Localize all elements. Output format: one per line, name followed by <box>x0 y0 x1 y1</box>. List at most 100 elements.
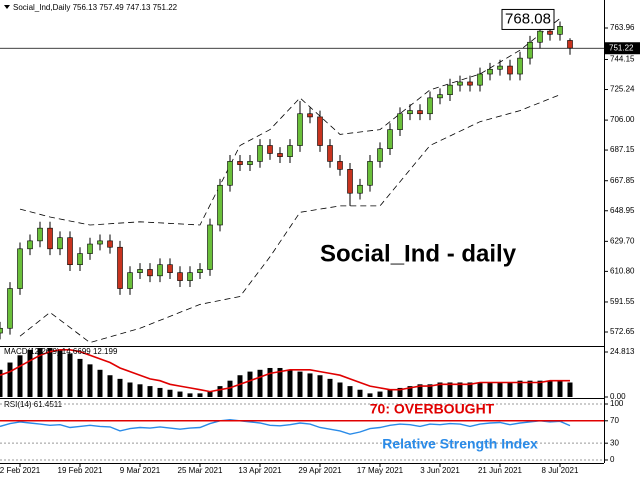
macd-bar <box>287 369 293 398</box>
candle-body <box>77 253 83 266</box>
macd-bar <box>397 387 403 398</box>
candle-body <box>327 145 333 162</box>
macd-bar <box>137 384 143 398</box>
candle-body <box>17 248 23 289</box>
y-tick-label: 30 <box>610 438 619 447</box>
candle-body <box>0 327 3 334</box>
macd-bar <box>367 393 373 398</box>
candle-body <box>197 269 203 273</box>
macd-bar <box>487 382 493 398</box>
y-tick-label: 70 <box>610 416 619 425</box>
y-tick-label: 706.00 <box>610 115 635 124</box>
macd-bar <box>87 364 93 398</box>
candle-body <box>47 227 53 250</box>
x-tick-label: 25 Mar 2021 <box>178 466 223 475</box>
macd-bar <box>317 375 323 398</box>
candle-body <box>527 41 533 59</box>
rsi-annotation: Relative Strength Index <box>382 436 538 452</box>
price-panel <box>0 18 573 344</box>
candle-body <box>307 113 313 118</box>
y-tick-label: 687.15 <box>610 145 635 154</box>
macd-bar <box>147 386 153 398</box>
candle-body <box>27 240 33 250</box>
macd-bar <box>177 391 183 398</box>
y-tick-label: 629.70 <box>610 236 635 245</box>
x-tick-label: 2 Feb 2021 <box>0 466 41 475</box>
candle-body <box>107 240 113 248</box>
candle-body <box>267 145 273 154</box>
macd-bar <box>17 355 23 398</box>
candle-body <box>367 161 373 186</box>
macd-bar <box>277 367 283 398</box>
macd-bar <box>547 380 553 398</box>
y-tick-label: 100 <box>610 399 624 408</box>
candle-body <box>417 110 423 115</box>
y-tick-label: 24.813 <box>610 347 635 356</box>
x-tick-label: 21 Jun 2021 <box>478 466 523 475</box>
candle-body <box>337 161 343 170</box>
macd-bar <box>157 387 163 398</box>
candle-body <box>247 161 253 165</box>
high-box <box>501 8 555 30</box>
macd-bar <box>227 380 233 398</box>
price-tag-label: 751.22 <box>609 43 634 52</box>
x-tick-label: 19 Feb 2021 <box>58 466 103 475</box>
candle-body <box>537 30 543 43</box>
candle-body <box>217 184 223 226</box>
macd-bar <box>117 378 123 398</box>
macd-bar <box>267 367 273 398</box>
candle-body <box>127 272 133 289</box>
macd-bar <box>47 348 53 398</box>
panel-frames <box>0 0 605 464</box>
macd-bar <box>457 382 463 398</box>
chart-header: Social_Ind,Daily 756.13 757.49 747.13 75… <box>13 3 178 12</box>
candle-body <box>357 184 363 194</box>
candle-body <box>97 240 103 245</box>
y-tick-label: 763.96 <box>610 23 635 32</box>
price-tag <box>605 42 640 55</box>
macd-label: MACD(12,26,9) 14.6699 12.199 <box>4 347 118 356</box>
candle-body <box>7 288 13 329</box>
candle-body <box>457 81 463 86</box>
candle-body <box>557 26 563 35</box>
macd-bar <box>307 373 313 398</box>
y-tick-label: 0 <box>610 455 615 464</box>
macd-bar <box>427 384 433 398</box>
candle-body <box>507 65 513 75</box>
macd-bar <box>527 380 533 398</box>
candle-body <box>67 237 73 266</box>
band-line <box>19 94 561 344</box>
y-tick-label: 0.00 <box>610 392 626 401</box>
macd-bar <box>77 358 83 398</box>
x-tick-label: 9 Mar 2021 <box>120 466 161 475</box>
macd-bar <box>7 362 13 398</box>
macd-bar <box>417 384 423 398</box>
candle-body <box>177 272 183 281</box>
plot-layer <box>0 18 573 435</box>
candle-body <box>567 40 573 49</box>
macd-bar <box>557 380 563 398</box>
candle-body <box>287 145 293 157</box>
macd-bar <box>357 389 363 398</box>
candle-body <box>57 237 63 250</box>
x-tick-label: 3 Jun 2021 <box>420 466 460 475</box>
candle-body <box>387 129 393 150</box>
overbought-annotation: 70: OVERBOUGHT <box>370 401 495 417</box>
macd-bar <box>507 382 513 398</box>
candle-body <box>447 84 453 95</box>
candle-body <box>497 65 503 70</box>
macd-bar <box>377 391 383 398</box>
y-tick-label: 667.85 <box>610 176 635 185</box>
macd-bar <box>347 386 353 398</box>
candle-body <box>377 148 383 162</box>
menu-arrow <box>4 5 10 9</box>
candle-body <box>297 113 303 146</box>
macd-bar <box>57 349 63 398</box>
candle-body <box>547 30 553 35</box>
y-tick-label: 725.24 <box>610 85 635 94</box>
y-tick-label: 610.80 <box>610 266 635 275</box>
candle-body <box>437 94 443 99</box>
x-tick-label: 8 Jul 2021 <box>542 466 579 475</box>
macd-bar <box>337 382 343 398</box>
macd-bar <box>257 369 263 398</box>
